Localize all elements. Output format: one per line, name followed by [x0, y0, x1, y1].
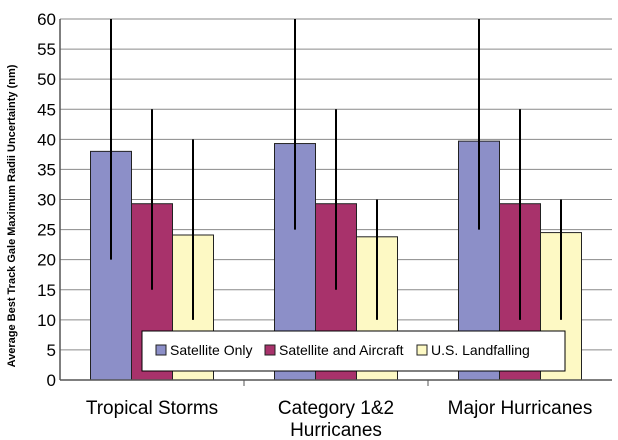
y-tick-label: 5 [47, 341, 56, 360]
y-axis-title: Average Best Track Gale Maximum Radii Un… [6, 64, 18, 367]
axes [59, 19, 612, 386]
x-category-label: Tropical Storms [86, 398, 218, 419]
y-tick-label: 15 [37, 281, 56, 300]
legend-label: Satellite Only [170, 342, 252, 358]
y-tick-label: 0 [47, 371, 56, 390]
y-tick-label: 50 [37, 70, 56, 89]
y-tick-label: 10 [37, 311, 56, 330]
legend-swatch [416, 344, 428, 356]
error-bars [110, 19, 562, 320]
y-tick-label: 40 [37, 130, 56, 149]
y-tick-labels: 0 5 10 15 20 25 30 35 40 45 50 55 60 [37, 10, 56, 390]
y-tick-label: 25 [37, 221, 56, 240]
y-tick-label: 55 [37, 40, 56, 59]
y-tick-label: 20 [37, 251, 56, 270]
legend-swatch [264, 344, 276, 356]
legend-label: U.S. Landfalling [431, 342, 530, 358]
y-tick-label: 35 [37, 160, 56, 179]
y-tick-label: 45 [37, 100, 56, 119]
y-tick-label: 60 [37, 10, 56, 29]
x-category-label: Category 1&2 [278, 398, 394, 419]
y-tick-label: 30 [37, 191, 56, 210]
legend-box [141, 330, 566, 372]
legend-swatch [155, 344, 167, 356]
x-category-label: Hurricanes [290, 420, 382, 440]
x-category-label: Major Hurricanes [448, 398, 593, 419]
legend: Satellite Only Satellite and Aircraft U.S.… [141, 330, 566, 372]
legend-label: Satellite and Aircraft [279, 342, 404, 358]
